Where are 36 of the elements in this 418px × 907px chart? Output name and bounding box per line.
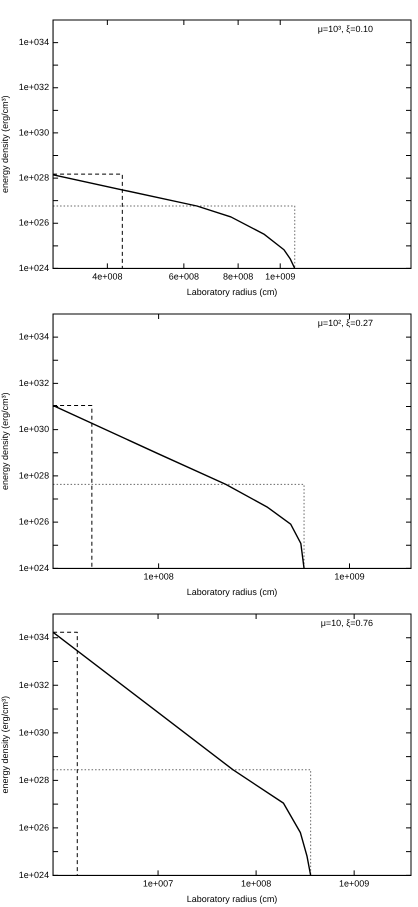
x-tick-label: 1e+009: [334, 571, 365, 582]
x-tick-label: 1e+007: [142, 878, 174, 888]
annotation: μ=10, ξ=0.76: [320, 618, 373, 628]
x-axis-title: Laboratory radius (cm): [186, 894, 278, 904]
annotation: μ=10², ξ=0.27: [318, 318, 373, 328]
x-tick-label: 4e+008: [92, 271, 123, 282]
y-tick-label: 1e+028: [18, 774, 50, 785]
y-axis-title: energy density (erg/cm³): [0, 696, 10, 794]
x-tick-label: 1e+008: [143, 571, 174, 582]
x-axis-title: Laboratory radius (cm): [186, 587, 278, 598]
y-tick-label: 1e+030: [18, 424, 50, 434]
x-tick-label: 8e+008: [222, 271, 254, 282]
y-axis-title: energy density (erg/cm³): [0, 392, 10, 490]
y-tick-label: 1e+026: [18, 516, 50, 527]
y-tick-label: 1e+032: [18, 82, 50, 92]
x-axis-title: Laboratory radius (cm): [186, 287, 278, 298]
y-tick-label: 1e+028: [18, 470, 50, 480]
x-tick-label: 1e+008: [240, 878, 272, 888]
y-tick-label: 1e+034: [18, 332, 50, 342]
y-tick-label: 1e+026: [18, 822, 50, 832]
y-tick-label: 1e+024: [18, 262, 50, 273]
x-tick-label: 1e+009: [265, 271, 296, 282]
y-axis-title: energy density (erg/cm³): [0, 95, 10, 193]
x-tick-label: 6e+008: [168, 271, 200, 282]
annotation: μ=10³, ξ=0.10: [318, 24, 373, 34]
y-tick-label: 1e+030: [18, 127, 50, 138]
y-tick-label: 1e+030: [18, 727, 50, 738]
y-tick-label: 1e+024: [18, 870, 50, 880]
y-tick-label: 1e+028: [18, 172, 50, 183]
y-tick-label: 1e+032: [18, 680, 50, 690]
y-tick-label: 1e+024: [18, 562, 50, 573]
y-tick-label: 1e+032: [18, 378, 50, 388]
x-tick-label: 1e+009: [339, 878, 370, 888]
y-tick-label: 1e+026: [18, 218, 50, 228]
y-tick-label: 1e+034: [18, 37, 50, 48]
y-tick-label: 1e+034: [18, 632, 50, 642]
